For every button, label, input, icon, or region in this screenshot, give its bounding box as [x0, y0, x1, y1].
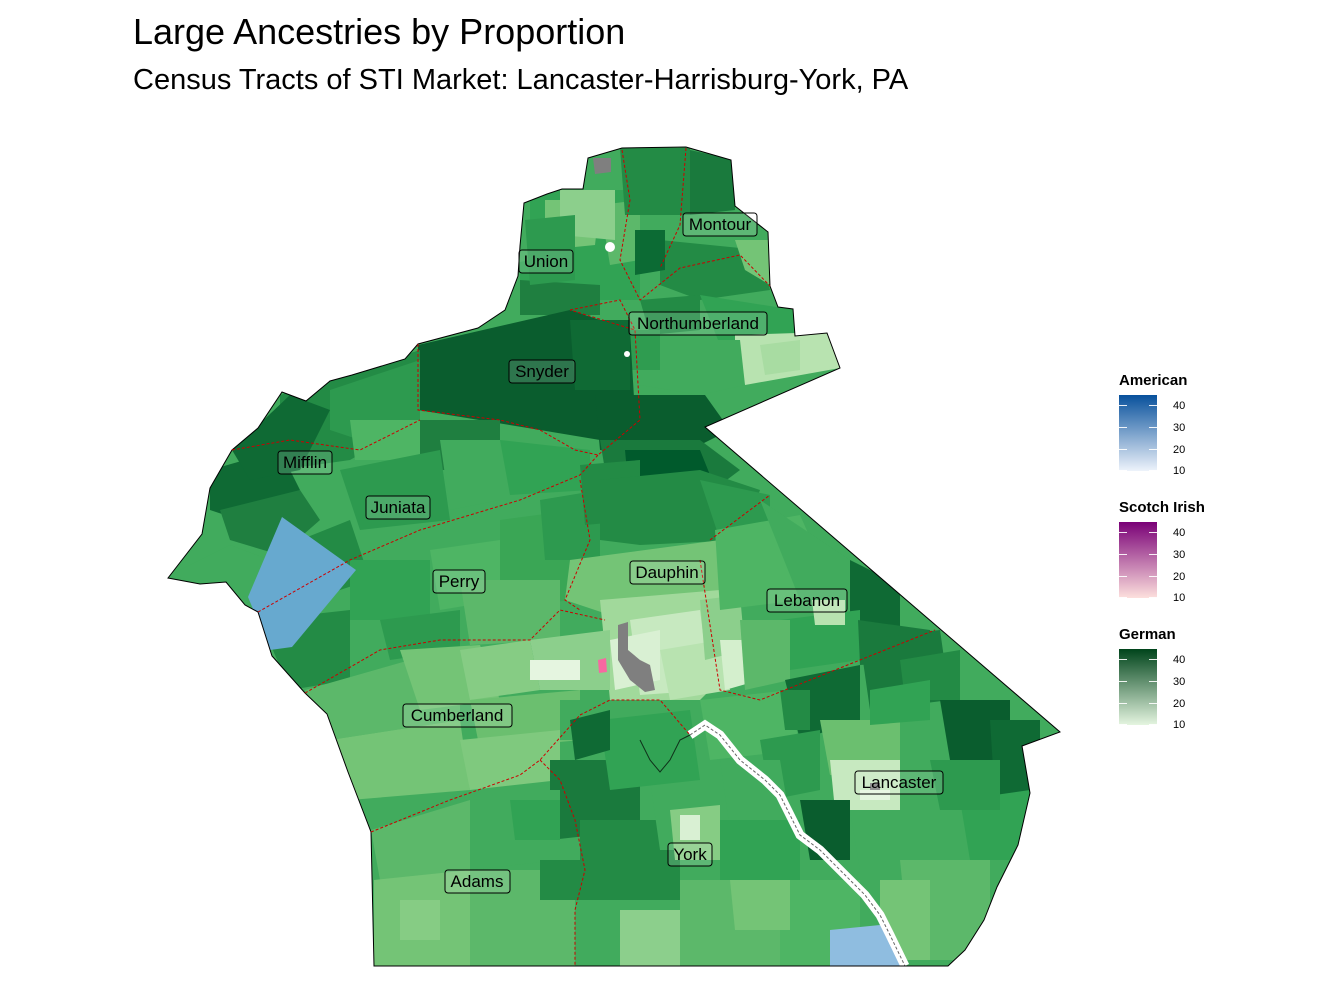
svg-text:Montour: Montour: [689, 215, 752, 234]
legend-tick-mark: [1119, 576, 1127, 577]
legend-tick-label: 30: [1173, 549, 1186, 561]
legend-title: Scotch Irish: [1119, 499, 1205, 516]
county-label-lancaster: Lancaster: [854, 770, 944, 795]
legend-tick-mark: [1149, 681, 1157, 682]
svg-text:Perry: Perry: [439, 572, 480, 591]
legend-tick-mark: [1149, 405, 1157, 406]
legend-tick-label: 30: [1173, 422, 1186, 434]
legend-tick-mark: [1149, 470, 1157, 471]
legend-tick-mark: [1119, 554, 1127, 555]
svg-text:York: York: [673, 845, 707, 864]
county-label-juniata: Juniata: [365, 495, 431, 520]
legend-title: German: [1119, 626, 1176, 643]
legend-scotch-irish: Scotch Irish 40 30 20 10: [1119, 499, 1239, 614]
legend-tick-label: 10: [1173, 592, 1186, 604]
svg-text:Lancaster: Lancaster: [862, 773, 937, 792]
svg-text:Adams: Adams: [451, 872, 504, 891]
legend-tick-mark: [1149, 576, 1157, 577]
legend-tick-label: 40: [1173, 400, 1186, 412]
legend-tick-mark: [1149, 597, 1157, 598]
legend-tick-label: 10: [1173, 719, 1186, 731]
legend-tick-mark: [1119, 470, 1127, 471]
scotch-irish-tract: [598, 658, 607, 673]
no-data-tract: [870, 783, 880, 790]
county-label-dauphin: Dauphin: [629, 560, 706, 585]
legend-tick-mark: [1119, 532, 1127, 533]
legend-tick-label: 10: [1173, 465, 1186, 477]
county-labels: Montour Union Northumberland Snyder Miff…: [277, 212, 944, 894]
legend-tick-mark: [1149, 532, 1157, 533]
legend-colorbar: [1119, 649, 1157, 725]
legend-tick-label: 40: [1173, 527, 1186, 539]
legend-tick-label: 30: [1173, 676, 1186, 688]
legend-tick-mark: [1119, 659, 1127, 660]
legend-colorbar: [1119, 395, 1157, 471]
svg-text:Dauphin: Dauphin: [635, 563, 698, 582]
county-label-lebanon: Lebanon: [766, 588, 848, 613]
svg-text:Mifflin: Mifflin: [283, 453, 327, 472]
county-label-adams: Adams: [444, 869, 511, 894]
county-label-union: Union: [518, 249, 574, 274]
legend-tick-mark: [1149, 724, 1157, 725]
legend-tick-mark: [1119, 681, 1127, 682]
county-borders: [231, 147, 936, 966]
no-data-tract: [618, 622, 655, 692]
legend-tick-mark: [1119, 597, 1127, 598]
svg-text:Lebanon: Lebanon: [774, 591, 840, 610]
legend-tick-label: 20: [1173, 698, 1186, 710]
map-subtitle: Census Tracts of STI Market: Lancaster-H…: [133, 64, 909, 96]
legend-tick-mark: [1149, 659, 1157, 660]
legend-tick-label: 20: [1173, 571, 1186, 583]
tract-layer: [168, 147, 1060, 966]
legend-american: American 40 30 20 10: [1119, 372, 1239, 487]
american-tract: [248, 517, 356, 650]
county-label-northumberland: Northumberland: [628, 311, 768, 336]
svg-text:Juniata: Juniata: [371, 498, 426, 517]
county-label-snyder: Snyder: [508, 359, 576, 384]
legend-tick-mark: [1149, 554, 1157, 555]
legend-tick-mark: [1149, 703, 1157, 704]
map-title: Large Ancestries by Proportion: [133, 11, 626, 52]
county-label-york: York: [667, 842, 713, 867]
legend-tick-mark: [1119, 724, 1127, 725]
county-label-montour: Montour: [682, 212, 758, 237]
svg-text:Union: Union: [524, 252, 568, 271]
legend-colorbar: [1119, 522, 1157, 598]
legend-tick-mark: [1149, 449, 1157, 450]
legend-tick-mark: [1119, 405, 1127, 406]
no-data-tract: [593, 158, 611, 174]
county-label-cumberland: Cumberland: [402, 703, 513, 728]
legend-german: German 40 30 20 10: [1119, 626, 1239, 741]
legend-tick-mark: [1119, 427, 1127, 428]
legend-tick-mark: [1149, 427, 1157, 428]
legend-title: American: [1119, 372, 1188, 389]
legend-tick-mark: [1119, 449, 1127, 450]
county-label-perry: Perry: [432, 569, 486, 594]
svg-text:Cumberland: Cumberland: [411, 706, 504, 725]
county-label-mifflin: Mifflin: [277, 450, 333, 475]
legend-tick-label: 20: [1173, 444, 1186, 456]
legend-tick-mark: [1119, 703, 1127, 704]
legend-tick-label: 40: [1173, 654, 1186, 666]
svg-text:Snyder: Snyder: [515, 362, 569, 381]
svg-text:Northumberland: Northumberland: [637, 314, 759, 333]
